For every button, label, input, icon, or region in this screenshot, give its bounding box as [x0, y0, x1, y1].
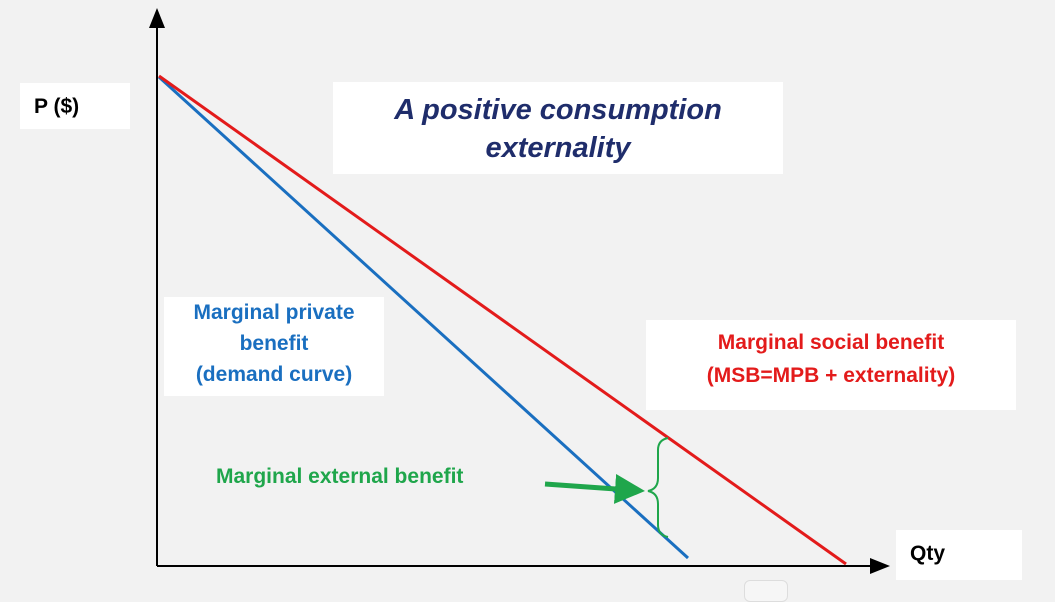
corner-widget [744, 580, 788, 602]
msb-curve [158, 74, 847, 566]
mpb-label: Marginal private benefit (demand curve) [164, 297, 384, 396]
mpb-label-line1: Marginal private [193, 301, 355, 324]
msb-label-line2: (MSB=MPB + externality) [706, 364, 956, 387]
mpb-label-line3: (demand curve) [195, 363, 353, 386]
meb-label: Marginal external benefit [216, 465, 464, 488]
mpb-label-line2: benefit [239, 332, 309, 355]
x-axis-label: Qty [896, 530, 1022, 580]
y-axis-label: P ($) [20, 83, 130, 129]
external-benefit-brace [647, 437, 669, 538]
diagram-title: A positive consumption externality [333, 82, 783, 174]
external-benefit-arrow [544, 473, 645, 504]
mpb-demand-curve [157, 75, 690, 560]
msb-label-line1: Marginal social benefit [717, 331, 945, 354]
msb-label: Marginal social benefit (MSB=MPB + exter… [646, 320, 1016, 410]
